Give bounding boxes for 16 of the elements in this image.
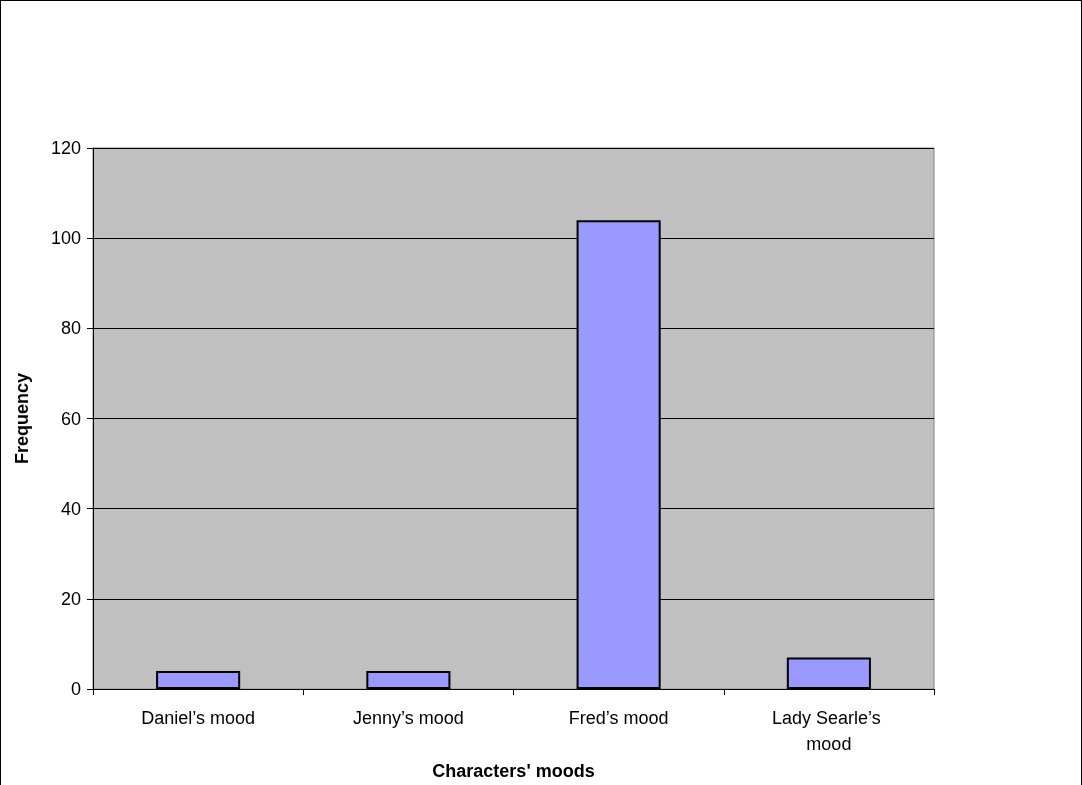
x-tick-label: Jenny’s mood (353, 708, 464, 729)
bar (156, 671, 241, 690)
y-axis-title: Frequency (12, 373, 32, 465)
x-axis-title: Characters' moods (432, 761, 595, 781)
y-tick-label: 60 (60, 408, 81, 429)
x-tick-label: Lady Searle’s mood (772, 708, 886, 755)
x-tick-label: Fred’s mood (568, 708, 669, 729)
y-tick-label: 100 (50, 228, 81, 249)
x-tick-label: Daniel’s mood (141, 708, 255, 729)
y-tick-label: 120 (50, 138, 81, 158)
y-tick-label: 20 (60, 588, 81, 609)
bar (786, 657, 871, 690)
y-tick-label: 40 (60, 498, 81, 519)
y-tick-label: 80 (60, 318, 81, 339)
y-tick-label: 0 (70, 679, 81, 700)
bar (366, 671, 451, 690)
